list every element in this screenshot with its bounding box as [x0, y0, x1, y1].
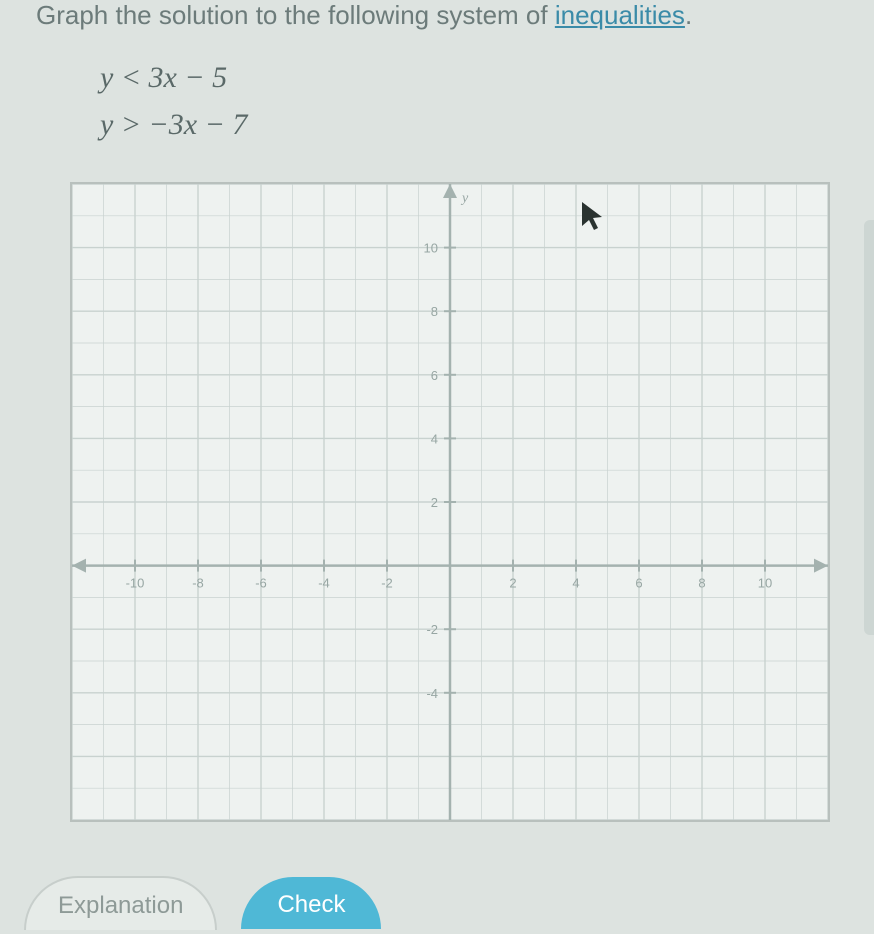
svg-text:10: 10: [424, 241, 438, 256]
scrollbar-hint: [864, 220, 874, 635]
instruction-suffix: .: [685, 0, 692, 30]
instruction-text: Graph the solution to the following syst…: [0, 0, 874, 31]
svg-text:8: 8: [431, 304, 438, 319]
equation-1: y < 3x − 5: [100, 55, 874, 102]
coordinate-grid: -10 -8 -6 -4 -2 2 4 6 8 10 -4 -2 2 4 6 8 10 y: [72, 184, 828, 820]
inequalities-link[interactable]: inequalities: [555, 0, 685, 30]
svg-text:-6: -6: [255, 576, 267, 591]
svg-text:-8: -8: [192, 576, 204, 591]
svg-text:y: y: [460, 191, 469, 206]
svg-text:4: 4: [572, 576, 579, 591]
svg-text:6: 6: [635, 576, 642, 591]
svg-text:10: 10: [758, 576, 772, 591]
explanation-button[interactable]: Explanation: [24, 876, 217, 930]
instruction-prefix: Graph the solution to the following syst…: [36, 0, 555, 30]
check-button[interactable]: Check: [241, 877, 381, 929]
graph-canvas[interactable]: -10 -8 -6 -4 -2 2 4 6 8 10 -4 -2 2 4 6 8 10 y: [70, 182, 830, 822]
svg-text:4: 4: [431, 432, 438, 447]
svg-text:-10: -10: [126, 576, 145, 591]
action-row: Explanation Check: [0, 876, 381, 934]
svg-text:8: 8: [698, 576, 705, 591]
svg-text:2: 2: [431, 495, 438, 510]
svg-text:-2: -2: [381, 576, 393, 591]
svg-text:-4: -4: [426, 686, 438, 701]
svg-text:6: 6: [431, 368, 438, 383]
svg-text:-4: -4: [318, 576, 330, 591]
equation-block: y < 3x − 5 y > −3x − 7: [0, 31, 874, 172]
equation-2: y > −3x − 7: [100, 102, 874, 149]
svg-text:2: 2: [509, 576, 516, 591]
svg-text:-2: -2: [426, 622, 438, 637]
